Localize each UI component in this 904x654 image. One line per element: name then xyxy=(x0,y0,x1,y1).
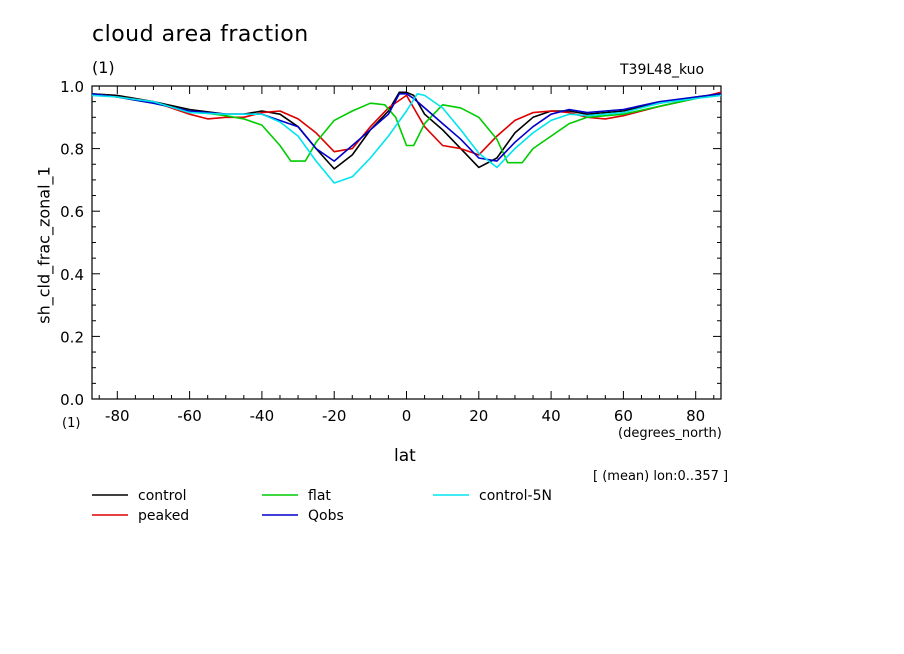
y-axis-units: (1) xyxy=(62,416,81,431)
x-tick-label: -60 xyxy=(177,407,202,425)
x-tick-label: -40 xyxy=(250,407,275,425)
x-tick-label: 20 xyxy=(469,407,488,425)
y-tick-label: 0.0 xyxy=(60,391,84,409)
legend-label-control-5n: control-5N xyxy=(479,488,552,504)
units-label: (1) xyxy=(92,58,115,77)
legend-label-qobs: Qobs xyxy=(308,508,344,524)
y-tick-label: 0.8 xyxy=(60,141,84,159)
series-line-control-5n xyxy=(91,93,722,184)
plot-frame xyxy=(91,85,722,400)
legend-label-control: control xyxy=(138,488,187,504)
legend-label-peaked: peaked xyxy=(138,508,189,524)
x-tick-label: 80 xyxy=(686,407,705,425)
x-tick-label: 60 xyxy=(614,407,633,425)
x-tick-label: -80 xyxy=(105,407,130,425)
x-axis-units: (degrees_north) xyxy=(618,426,722,441)
x-axis-label: lat xyxy=(394,446,416,466)
series-line-flat xyxy=(91,93,722,164)
x-tick-label: 40 xyxy=(542,407,561,425)
x-tick-label: -20 xyxy=(322,407,347,425)
x-tick-label: 0 xyxy=(402,407,412,425)
run-name: T39L48_kuo xyxy=(620,62,705,78)
y-tick-label: 0.6 xyxy=(60,203,84,221)
y-tick-label: 0.4 xyxy=(60,266,84,284)
legend-label-flat: flat xyxy=(308,488,331,504)
series-line-qobs xyxy=(91,93,722,162)
chart-title: cloud area fraction xyxy=(92,22,309,47)
y-tick-label: 1.0 xyxy=(60,78,84,96)
y-tick-label: 0.2 xyxy=(60,328,84,346)
averaging-note: [ (mean) lon:0..357 ] xyxy=(593,469,729,484)
series-line-control xyxy=(91,91,722,170)
